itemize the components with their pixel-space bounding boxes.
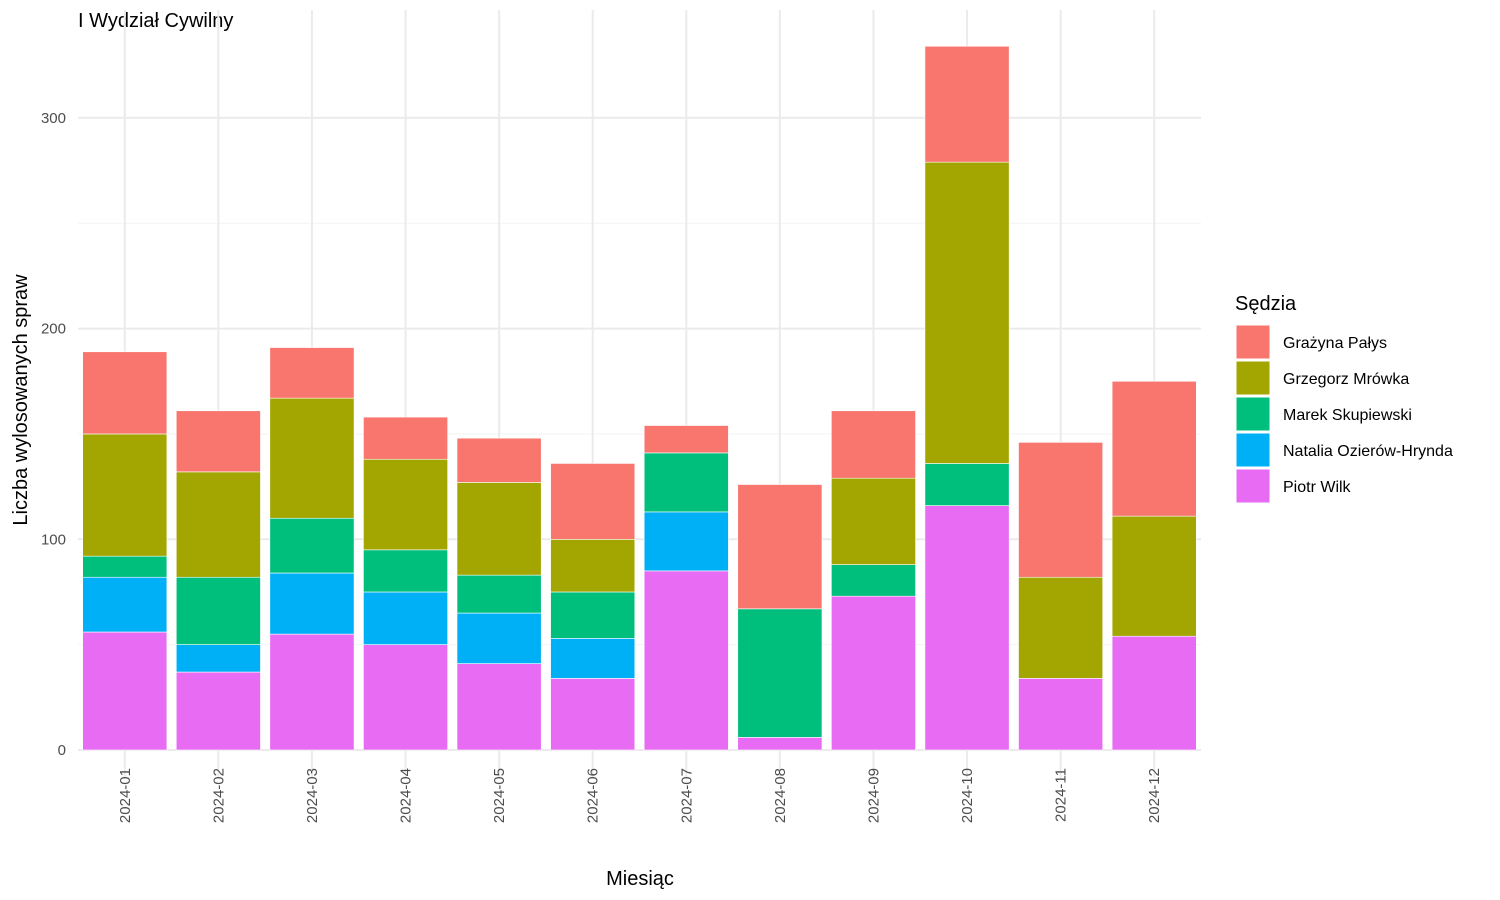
y-tick-label: 0 [58,742,66,759]
y-tick-label: 300 [41,110,66,127]
legend-label-grzegorz-mrowka: Grzegorz Mrówka [1283,371,1409,388]
bar-segment-natalia-ozierow-hrynda-2024-03 [269,572,355,635]
bar-segment-grazyna-palys-2024-02 [175,410,261,473]
bar-segment-piotr-wilk-2024-05 [456,663,542,751]
chart-title: I Wydział Cywilny [78,10,233,32]
y-tick-label: 200 [41,321,66,338]
bar-segment-piotr-wilk-2024-08 [737,737,823,751]
legend-swatch-grzegorz-mrowka [1235,360,1271,396]
bar-segment-marek-skupiewski-2024-10 [924,463,1010,506]
legend-swatch-natalia-ozierow-hrynda [1235,432,1271,468]
bar-segment-natalia-ozierow-hrynda-2024-01 [82,576,168,633]
x-tick-label: 2024-04 [398,768,415,823]
bar-segment-natalia-ozierow-hrynda-2024-06 [550,638,636,679]
x-tick-label: 2024-08 [772,768,789,823]
y-axis-ticks: 0 100 200 300 [41,110,66,759]
bar-segment-grazyna-palys-2024-09 [831,410,916,479]
bar-segment-piotr-wilk-2024-06 [550,678,636,751]
legend-label-piotr-wilk: Piotr Wilk [1283,479,1352,496]
bar-segment-piotr-wilk-2024-02 [175,671,261,751]
bar-segment-grazyna-palys-2024-07 [643,425,729,454]
x-tick-label: 2024-12 [1146,768,1163,823]
bar-segment-grzegorz-mrowka-2024-03 [269,397,355,519]
bar-segment-piotr-wilk-2024-01 [82,631,168,751]
legend-label-marek-skupiewski: Marek Skupiewski [1283,407,1412,424]
legend-swatch-piotr-wilk [1235,468,1271,504]
bar-segment-grazyna-palys-2024-12 [1111,380,1197,517]
bar-segment-grazyna-palys-2024-04 [363,416,448,460]
bar-segment-piotr-wilk-2024-11 [1018,678,1104,751]
legend: Sędzia Grażyna Pałys Grzegorz Mrówka Marek… [1235,293,1453,504]
legend-items: Grażyna Pałys Grzegorz Mrówka Marek Skupie… [1235,324,1453,504]
bar-segment-marek-skupiewski-2024-08 [737,608,823,738]
x-tick-label: 2024-05 [491,768,508,823]
bars [82,45,1197,751]
legend-swatch-grazyna-palys [1235,324,1271,360]
bar-segment-grazyna-palys-2024-10 [924,45,1010,163]
bar-segment-grzegorz-mrowka-2024-06 [550,538,636,593]
y-axis-title: Liczba wylosowanych spraw [10,274,32,526]
bar-segment-piotr-wilk-2024-12 [1111,635,1197,751]
bar-segment-natalia-ozierow-hrynda-2024-02 [175,644,261,673]
bar-segment-piotr-wilk-2024-07 [643,570,729,751]
bar-segment-grzegorz-mrowka-2024-12 [1111,515,1197,637]
bar-segment-piotr-wilk-2024-04 [363,644,448,751]
x-tick-label: 2024-01 [117,768,134,823]
x-axis-title: Miesiąc [606,868,674,890]
bar-segment-grzegorz-mrowka-2024-10 [924,161,1010,464]
bar-segment-grzegorz-mrowka-2024-02 [175,471,261,578]
bar-segment-grzegorz-mrowka-2024-09 [831,477,916,565]
legend-label-grazyna-palys: Grażyna Pałys [1283,335,1387,352]
bar-segment-grzegorz-mrowka-2024-11 [1018,576,1104,679]
x-tick-label: 2024-03 [304,768,321,823]
x-tick-label: 2024-09 [865,768,882,823]
legend-title: Sędzia [1235,293,1297,315]
x-tick-label: 2024-06 [585,768,602,823]
bar-segment-piotr-wilk-2024-10 [924,505,1010,751]
x-tick-label: 2024-11 [1053,768,1070,822]
bar-segment-marek-skupiewski-2024-03 [269,517,355,574]
bar-segment-marek-skupiewski-2024-05 [456,574,542,614]
bar-segment-grazyna-palys-2024-08 [737,484,823,610]
bar-segment-natalia-ozierow-hrynda-2024-05 [456,612,542,664]
bar-segment-marek-skupiewski-2024-01 [82,555,168,578]
bar-segment-piotr-wilk-2024-09 [831,595,916,751]
bar-segment-marek-skupiewski-2024-04 [363,549,448,593]
bar-segment-grazyna-palys-2024-05 [456,437,542,483]
x-tick-label: 2024-07 [678,768,695,823]
legend-swatch-marek-skupiewski [1235,396,1271,432]
bar-segment-marek-skupiewski-2024-07 [643,452,729,513]
bar-segment-grzegorz-mrowka-2024-04 [363,458,448,551]
x-tick-label: 2024-02 [210,768,227,823]
legend-label-natalia-ozierow-hrynda: Natalia Ozierów-Hrynda [1283,443,1453,460]
y-tick-label: 100 [41,531,66,548]
bar-segment-grzegorz-mrowka-2024-05 [456,482,542,576]
bar-segment-piotr-wilk-2024-03 [269,633,355,751]
bar-segment-grazyna-palys-2024-11 [1018,442,1104,578]
bar-segment-marek-skupiewski-2024-06 [550,591,636,639]
bar-segment-natalia-ozierow-hrynda-2024-07 [643,511,729,572]
bar-segment-grazyna-palys-2024-03 [269,347,355,399]
bar-segment-grzegorz-mrowka-2024-01 [82,433,168,557]
bar-segment-grazyna-palys-2024-06 [550,463,636,540]
bar-segment-grazyna-palys-2024-01 [82,351,168,435]
bar-segment-marek-skupiewski-2024-02 [175,576,261,645]
x-tick-label: 2024-10 [959,768,976,823]
bar-segment-natalia-ozierow-hrynda-2024-04 [363,591,448,645]
x-axis-ticks: 2024-01 2024-02 2024-03 2024-04 2024-05 2024-… [117,768,1163,823]
bar-segment-marek-skupiewski-2024-09 [831,564,916,597]
